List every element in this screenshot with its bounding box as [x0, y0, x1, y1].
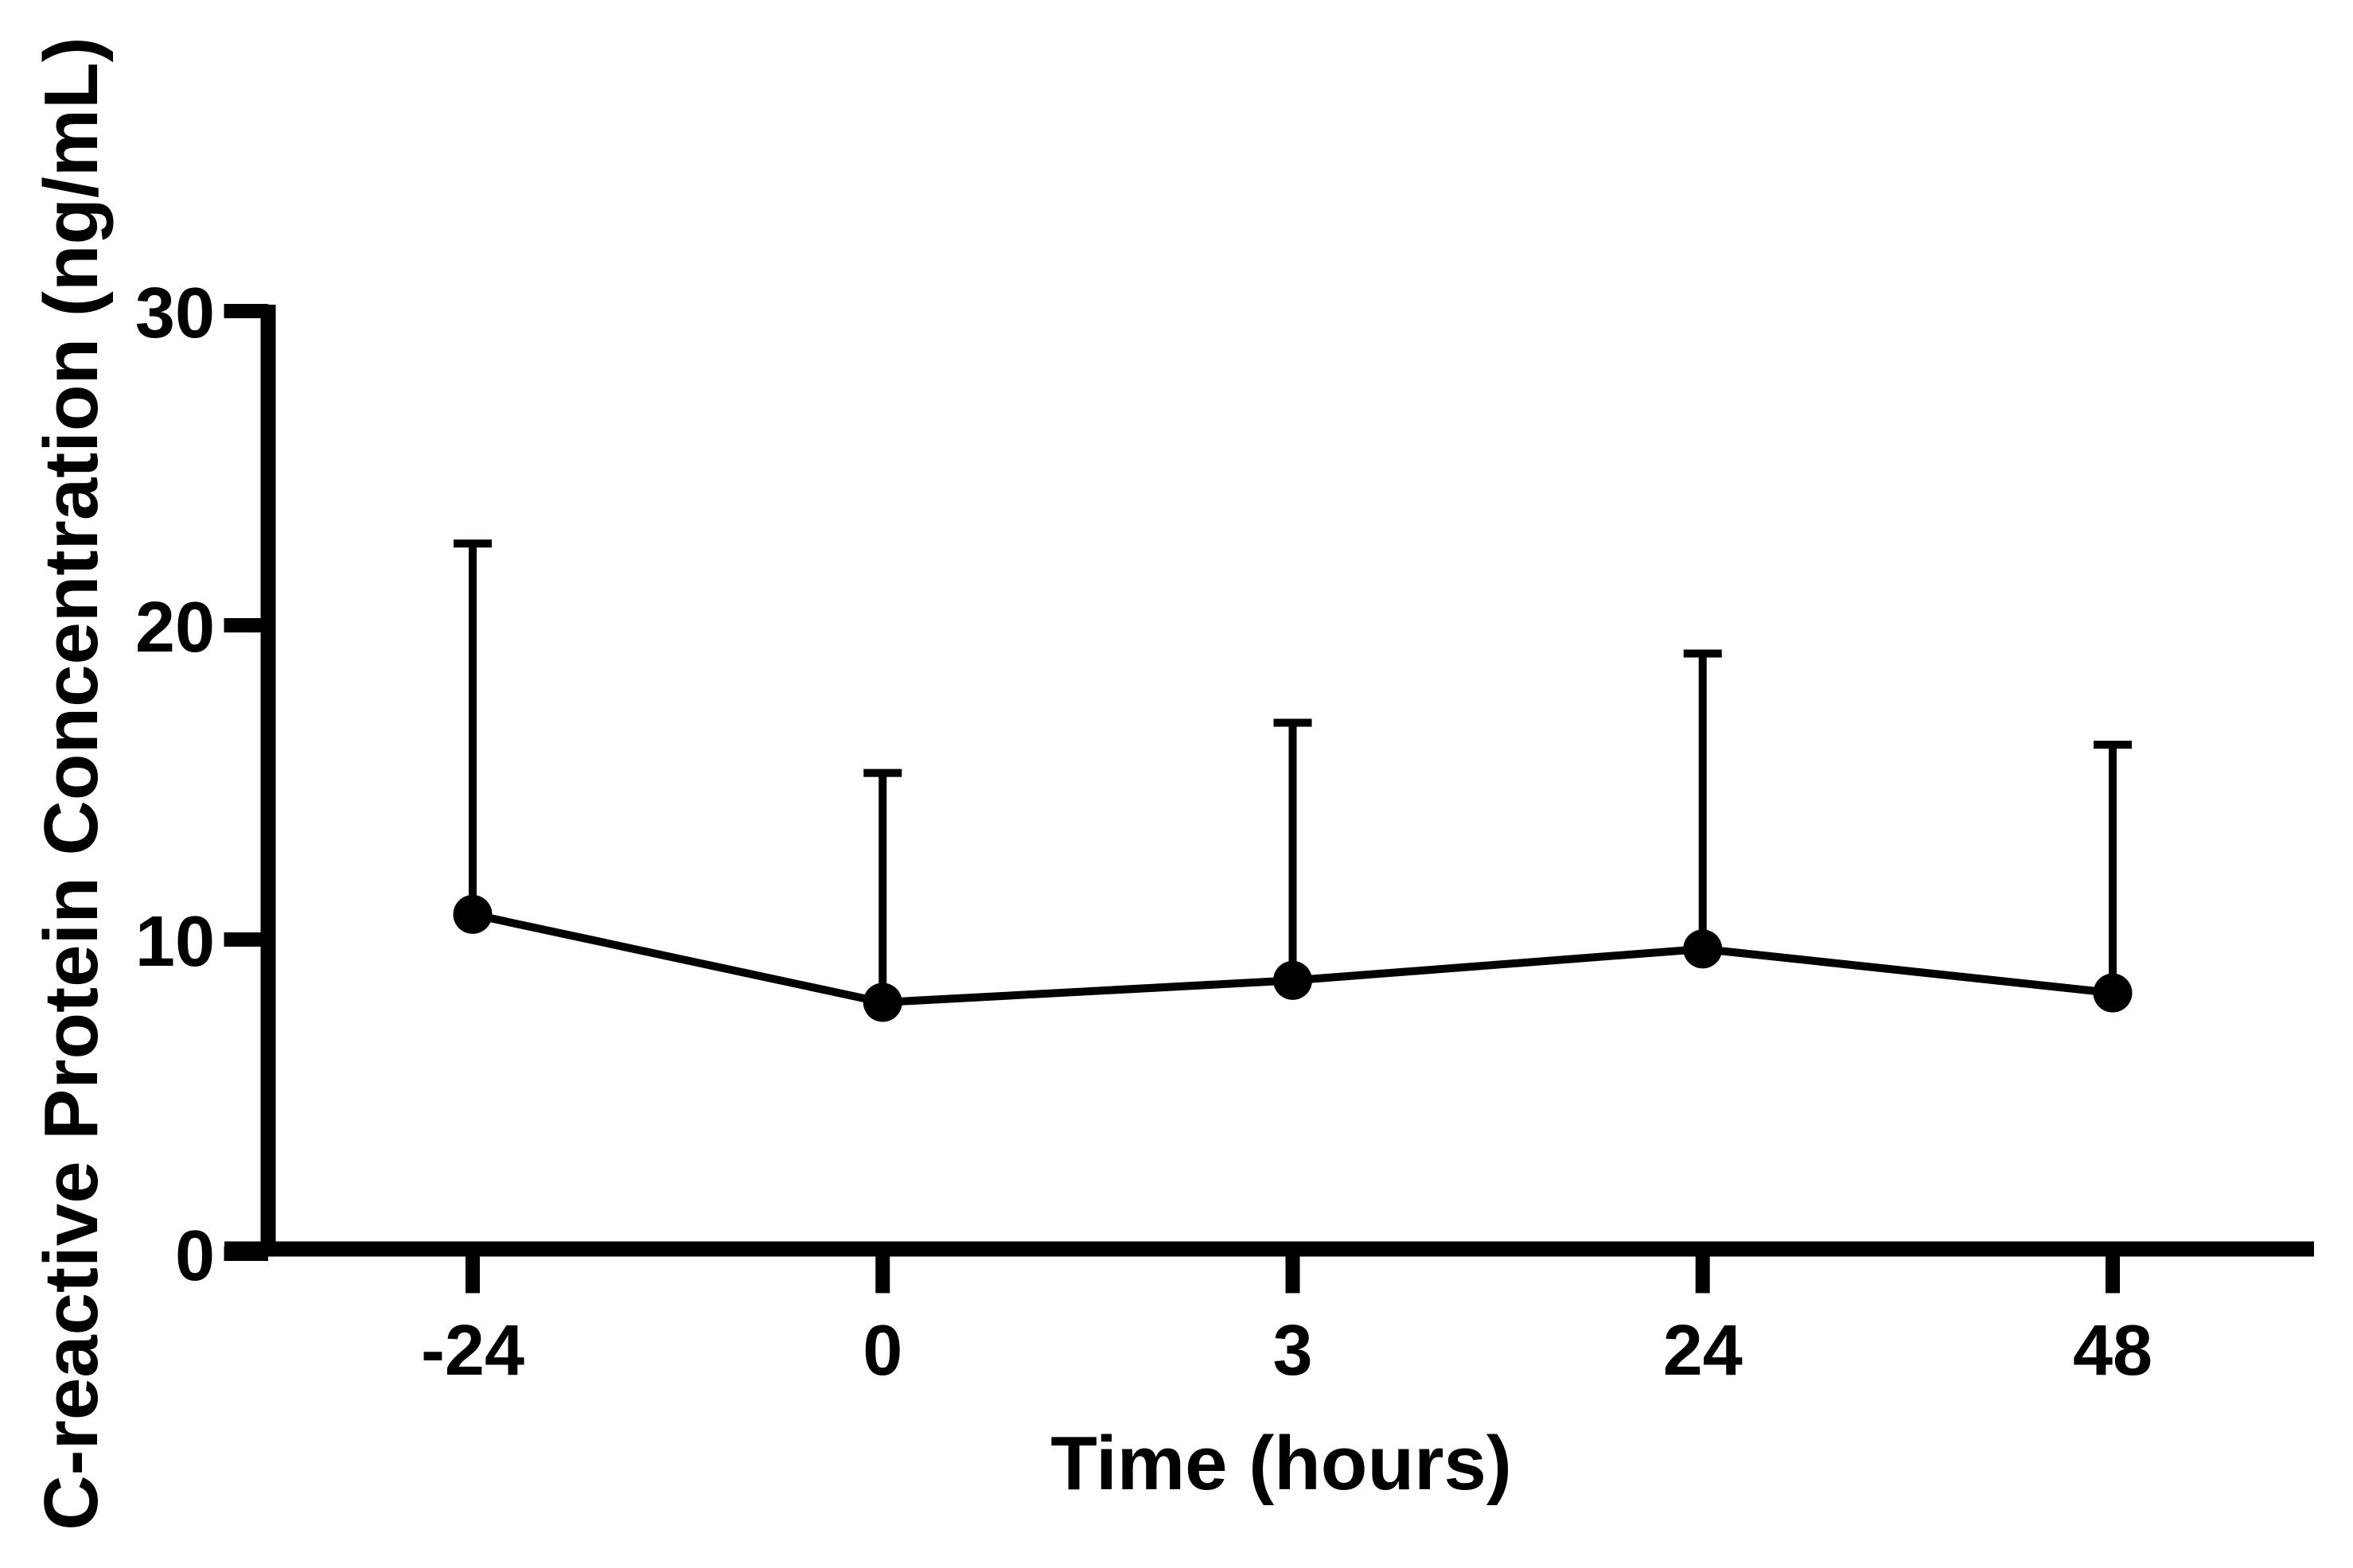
x-tick-label: 0 — [863, 1311, 902, 1391]
y-axis-title: C-reactive Protein Concentration (ng/mL) — [29, 37, 114, 1531]
x-tick-label: 3 — [1272, 1311, 1312, 1391]
data-point-marker — [1683, 929, 1723, 969]
x-tick-label: -24 — [421, 1311, 524, 1391]
plot-area: 0 10 20 30 -24 0 3 24 48 — [135, 274, 2314, 1391]
x-axis-title: Time (hours) — [1050, 1421, 1512, 1506]
data-point-marker — [863, 982, 902, 1022]
y-tick-label: 0 — [175, 1216, 215, 1296]
y-tick-label: 10 — [135, 902, 215, 982]
x-tick-label: 48 — [2073, 1311, 2152, 1391]
data-point-marker — [1273, 960, 1312, 1000]
x-tick-label: 24 — [1663, 1311, 1743, 1391]
data-point-marker — [2093, 973, 2133, 1013]
y-tick-label: 20 — [135, 588, 215, 667]
data-point-marker — [453, 894, 493, 934]
y-tick-label: 30 — [135, 274, 215, 353]
